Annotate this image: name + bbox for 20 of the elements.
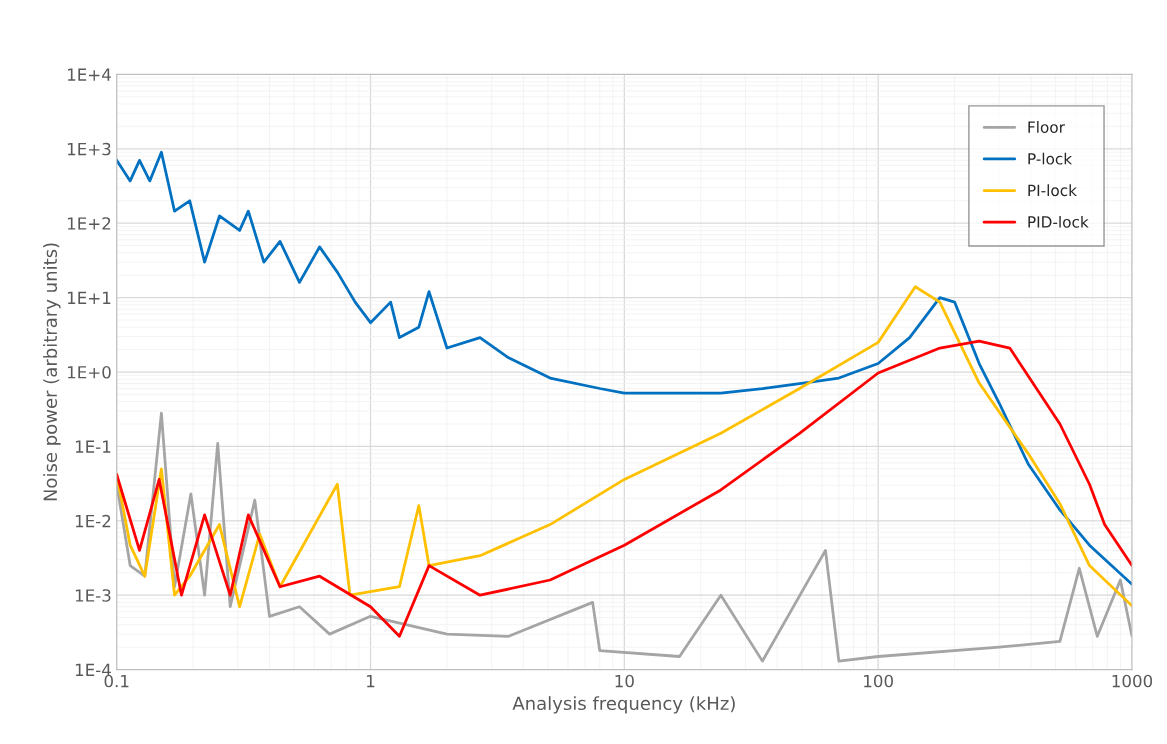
x-tick-label: 100	[864, 674, 893, 688]
legend-label: PID-lock	[1028, 215, 1089, 228]
y-tick-label: 1E-2	[75, 514, 111, 528]
y-tick-label: 1E+4	[67, 68, 111, 81]
x-tick-label: 0.1	[104, 674, 129, 688]
y-axis-title: Noise power (arbitrary units)	[43, 243, 61, 501]
y-tick-label: 1E-3	[75, 589, 111, 602]
legend-label: P-lock	[1028, 152, 1073, 165]
y-tick-label: 1E+0	[67, 365, 111, 379]
x-tick-label: 1000	[1112, 674, 1153, 688]
y-tick-label: 1E+1	[67, 291, 111, 304]
x-tick-label: 1	[367, 674, 375, 688]
x-tick-label: 10	[615, 674, 634, 688]
y-tick-label: 1E+2	[67, 217, 111, 230]
y-tick-label: 1E+3	[67, 142, 111, 156]
y-tick-label: 1E-1	[75, 440, 111, 453]
y-tick-label: 1E-4	[75, 663, 111, 676]
x-axis-title: Analysis frequency (kHz)	[512, 696, 735, 714]
legend-label: Floor	[1028, 121, 1065, 133]
legend-label: PI-lock	[1028, 184, 1077, 197]
